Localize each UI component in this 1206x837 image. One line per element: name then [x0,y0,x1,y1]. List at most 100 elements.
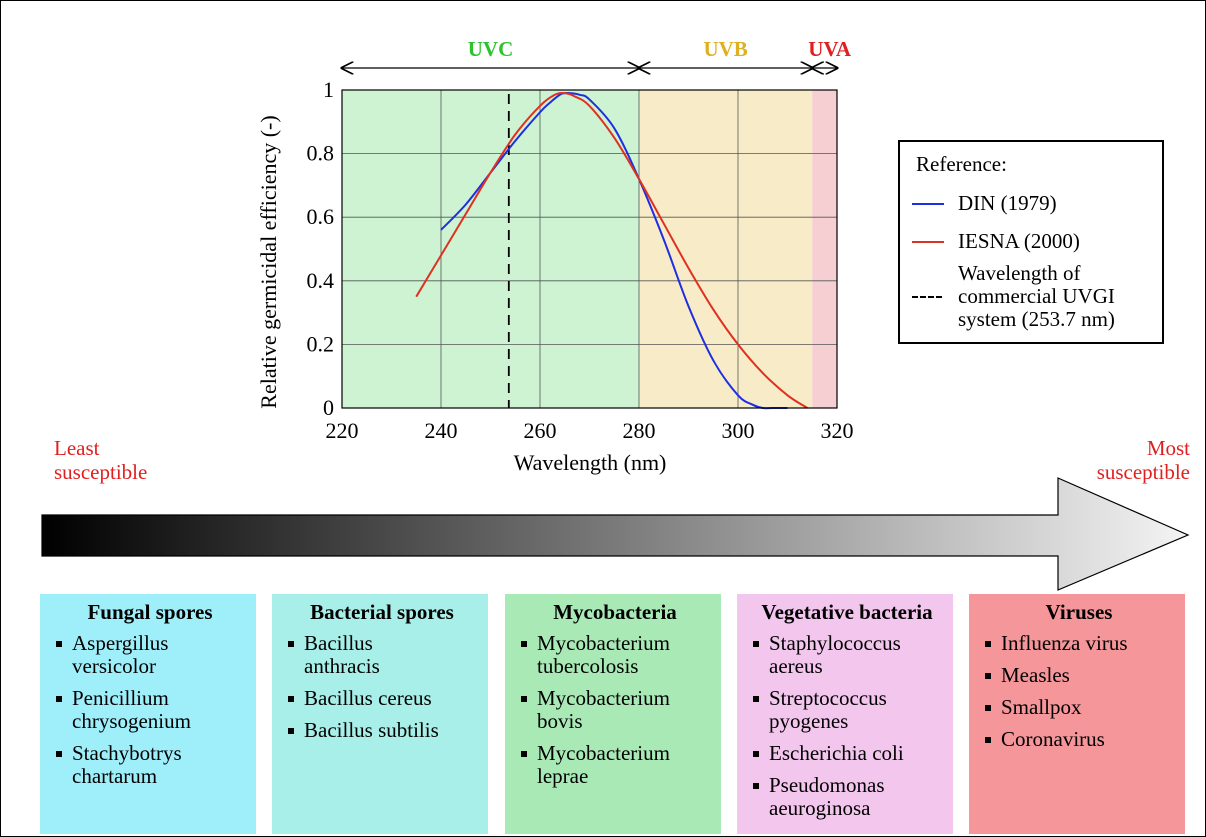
organism-item: Staphylococcus aereus [751,632,943,678]
organism-name-line: Aspergillus [72,631,169,655]
card-fungal-spores: Fungal spores Aspergillus versicolor Penici… [40,594,256,834]
legend-label-uvgi-2: commercial UVGI [958,284,1115,308]
card-title: Vegetative bacteria [761,600,933,624]
organism-item: Smallpox [983,696,1175,719]
least-line-2: susceptible [54,460,148,484]
series-line-0 [440,91,788,410]
organism-name-line: leprae [537,764,589,788]
y-axis-label: Relative germicidal efficiency (-) [256,115,281,408]
organism-name-line: Stachybotrys [72,741,182,765]
legend: Reference: DIN (1979) IESNA (2000) Wavel… [898,140,1164,344]
most-line-1: Most [1146,436,1190,460]
susceptibility-scale-arrow [41,477,1190,591]
x-tick-label-5: 320 [821,418,854,443]
organism-item: Coronavirus [983,728,1175,751]
band-label-uvc: UVC [468,37,514,61]
organism-name-line: versicolor [72,654,156,678]
y-tick-label-2: 0.4 [307,268,335,293]
series-line-1 [415,92,808,409]
organism-list: Mycobacterium tubercolosis Mycobacterium bo… [519,632,711,788]
organism-name-line: Mycobacterium [537,631,670,655]
chart-axes: 220 240 260 280 300 320 0 0.2 0.4 0.6 0.8 1 [307,77,854,443]
organism-name-line: Bacillus cereus [304,686,432,710]
organism-name-line: Penicillium [72,686,169,710]
organism-name-line: Staphylococcus [769,631,901,655]
card-title: Fungal spores [87,600,213,624]
legend-swatch-din [912,203,944,205]
card-title: Mycobacteria [553,600,677,624]
organism-item: Bacillus cereus [286,687,478,710]
card-title: Bacterial spores [310,600,454,624]
organism-name-line: Bacillus subtilis [304,718,439,742]
y-tick-label-1: 0.2 [307,331,335,356]
organism-list: Bacillus anthracis Bacillus cereus Bacillus… [286,632,478,742]
organism-item: Penicillium chrysogenium [54,687,246,733]
organism-name-line: Pseudomonas [769,773,885,797]
organism-name-line: tubercolosis [537,654,639,678]
chart-series [415,91,808,410]
least-susceptible-label: Least susceptible [54,436,147,484]
organism-item: Pseudomonas aeuroginosa [751,774,943,820]
organism-name-line: aeuroginosa [769,796,871,820]
x-tick-label-0: 220 [326,418,359,443]
band-uvc [342,90,639,408]
organism-item: Aspergillus versicolor [54,632,246,678]
organism-name-line: Mycobacterium [537,741,670,765]
organism-name-line: chrysogenium [72,709,191,733]
y-tick-label-5: 1 [323,77,334,102]
organism-name-line: Escherichia coli [769,741,904,765]
organism-name-line: pyogenes [769,709,849,733]
least-line-1: Least [54,436,100,460]
x-tick-label-3: 280 [623,418,656,443]
plot-frame [341,89,838,409]
organism-name-line: Streptococcus [769,686,887,710]
y-tick-label-3: 0.6 [307,204,335,229]
organism-list: Staphylococcus aereus Streptococcus pyogene… [751,632,943,820]
most-susceptible-label: Most susceptible [1097,436,1190,484]
organism-item: Stachybotrys chartarum [54,742,246,788]
organism-name-line: Influenza virus [1001,631,1128,655]
organism-name-line: chartarum [72,764,158,788]
organism-item: Mycobacterium bovis [519,687,711,733]
organism-item: Mycobacterium leprae [519,742,711,788]
x-axis-label: Wavelength (nm) [514,450,667,475]
legend-label-uvgi-3: system (253.7 nm) [958,307,1115,331]
y-tick-label-4: 0.8 [307,141,335,166]
organism-name-line: Bacillus [304,631,373,655]
band-arrows: UVC UVB UVA [342,37,852,68]
organism-item: Streptococcus pyogenes [751,687,943,733]
organism-name-line: Measles [1001,663,1070,687]
organism-name-line: Coronavirus [1001,727,1105,751]
legend-swatch-iesna [912,241,944,243]
legend-title: Reference: [916,152,1007,176]
uv-bands [342,90,837,408]
band-uva [812,90,837,408]
organism-item: Escherichia coli [751,742,943,765]
legend-swatch-uvgi [912,296,942,298]
organism-item: Influenza virus [983,632,1175,655]
card-title: Viruses [1045,600,1113,624]
x-tick-label-2: 260 [524,418,557,443]
organism-item: Bacillus anthracis [286,632,478,678]
band-label-uvb: UVB [703,37,747,61]
card-mycobacteria: Mycobacteria Mycobacterium tubercolosis Myc… [505,594,721,834]
organism-name-line: bovis [537,709,583,733]
card-vegetative-bacteria: Vegetative bacteria Staphylococcus aereus S… [737,594,953,834]
organism-list: Influenza virus Measles Smallpox Coronaviru… [983,632,1175,751]
organism-item: Mycobacterium tubercolosis [519,632,711,678]
organism-name-line: anthracis [304,654,380,678]
organism-item: Bacillus subtilis [286,719,478,742]
organism-item: Measles [983,664,1175,687]
band-label-uva: UVA [808,37,852,61]
legend-label-iesna: IESNA (2000) [958,229,1080,253]
band-uvb [639,90,813,408]
y-tick-label-0: 0 [323,395,334,420]
organism-list: Aspergillus versicolor Penicillium chrysoge… [54,632,246,788]
organism-name-line: Mycobacterium [537,686,670,710]
x-tick-label-4: 300 [722,418,755,443]
most-line-2: susceptible [1096,460,1190,484]
organism-name-line: Smallpox [1001,695,1082,719]
card-bacterial-spores: Bacterial spores Bacillus anthracis Bacillu… [272,594,488,834]
organism-name-line: aereus [769,654,823,678]
